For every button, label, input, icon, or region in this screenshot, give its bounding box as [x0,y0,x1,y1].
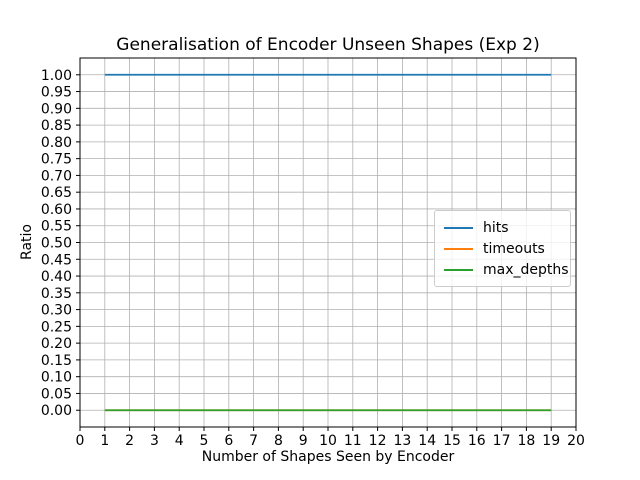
legend-item-timeouts: timeouts [444,238,562,259]
x-tick-label: 17 [493,433,511,449]
y-tick-label: 0.50 [41,236,72,252]
x-tick-label: 20 [567,433,585,449]
x-tick-label: 14 [418,433,436,449]
legend-line-sample-max-depths [444,268,473,271]
x-tick-label: 16 [468,433,486,449]
y-tick-label: 1.00 [41,68,72,84]
legend-label-max-depths: max_depths [483,261,569,278]
y-tick-label: 0.80 [41,135,72,151]
y-tick-label: 0.35 [41,286,72,302]
x-tick-label: 10 [319,433,337,449]
y-tick-label: 0.10 [41,370,72,386]
chart-title: Generalisation of Encoder Unseen Shapes … [116,35,540,55]
y-tick-label: 0.85 [41,118,72,134]
y-tick-label: 0.00 [41,403,72,419]
x-tick-label: 15 [443,433,461,449]
data-series [104,73,552,412]
gridlines [79,58,577,427]
y-tick-label: 0.40 [41,269,72,285]
x-tick-label: 12 [369,433,387,449]
x-tick-label: 5 [200,433,209,449]
legend-line-sample-hits [444,226,473,229]
x-tick-label: 4 [175,433,184,449]
x-tick-label: 19 [542,433,560,449]
y-tick-label: 0.05 [41,386,72,402]
x-tick-label: 0 [76,433,85,449]
x-tick-label: 1 [100,433,109,449]
x-tick-label: 3 [150,433,159,449]
x-axis-label: Number of Shapes Seen by Encoder [201,449,455,465]
y-tick-label: 0.25 [41,319,72,335]
y-tick-label: 0.55 [41,219,72,235]
legend-item-hits: hits [444,217,562,238]
x-tick-label: 11 [344,433,362,449]
x-tick-label: 8 [274,433,283,449]
x-tick-label: 18 [517,433,535,449]
legend-label-timeouts: timeouts [483,240,545,257]
x-tick-label: 2 [125,433,134,449]
y-tick-label: 0.45 [41,252,72,268]
y-tick-label: 0.20 [41,336,72,352]
y-tick-label: 0.95 [41,85,72,101]
legend-label-hits: hits [483,219,509,236]
x-tick-label: 9 [299,433,308,449]
legend-item-max-depths: max_depths [444,259,569,280]
tick-marks [76,74,577,431]
legend-line-sample-timeouts [444,247,473,250]
y-tick-label: 0.30 [41,303,72,319]
y-tick-label: 0.60 [41,202,72,218]
y-tick-label: 0.15 [41,353,72,369]
y-tick-label: 0.65 [41,185,72,201]
y-axis-label: Ratio [19,224,35,260]
y-tick-label: 0.90 [41,101,72,117]
legend: hits timeouts max_depths [434,210,571,287]
y-tick-label: 0.70 [41,168,72,184]
x-tick-label: 13 [393,433,411,449]
y-tick-label: 0.75 [41,152,72,168]
x-tick-label: 6 [224,433,233,449]
tick-labels: 0 1 2 3 4 5 6 7 8 9 10 11 12 13 14 15 16 17 18 19 200.000.05… [41,68,585,449]
x-tick-label: 7 [249,433,258,449]
